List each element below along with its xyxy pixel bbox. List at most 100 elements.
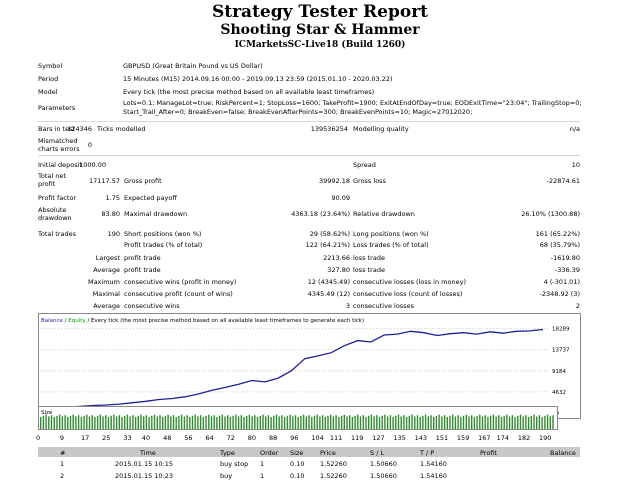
absdd-label-2: drawdown <box>38 214 72 222</box>
x-tick-label: 135 <box>393 434 406 442</box>
size-bar <box>346 416 348 429</box>
size-bar <box>503 415 505 429</box>
size-bar <box>419 417 421 429</box>
size-bar <box>67 417 69 429</box>
size-bars <box>40 414 554 429</box>
size-panel: Size <box>38 406 558 430</box>
size-bar <box>237 416 240 429</box>
mismatch-label-2: charts errors <box>38 145 80 153</box>
size-bar <box>194 414 196 429</box>
size-bar <box>221 414 223 429</box>
size-bar <box>210 416 213 429</box>
legend-sep: / <box>63 318 68 324</box>
balance-chart: 18289137379184463279 Balance / Equity / … <box>38 313 581 419</box>
long-value: 161 (65.22%) <box>535 230 580 238</box>
size-bar <box>170 416 172 429</box>
size-bar <box>481 416 484 429</box>
size-bar <box>300 415 302 429</box>
size-bar <box>292 416 294 429</box>
x-tick-label: 72 <box>226 434 235 442</box>
size-bar <box>218 415 221 429</box>
size-bar <box>224 416 226 429</box>
strategy-name: Shooting Star & Hammer <box>220 22 420 38</box>
size-bar <box>536 416 538 429</box>
size-bar <box>183 416 186 429</box>
report-title: Strategy Tester Report <box>211 2 429 22</box>
lpt-value: 2213.66 <box>323 254 350 262</box>
table-header-cell: Time <box>140 449 156 457</box>
size-bar <box>297 417 299 429</box>
table-cell: 1.50660 <box>370 460 397 468</box>
size-bar <box>460 417 462 429</box>
parameters-line-2: Start_Trail_After=0; BreakEven=false; Br… <box>123 108 473 116</box>
size-bar <box>392 417 394 429</box>
size-bar <box>384 414 386 429</box>
size-bar <box>227 415 229 429</box>
size-bar <box>205 415 207 429</box>
symbol-label: Symbol <box>38 62 63 70</box>
size-bar <box>340 415 343 429</box>
table-header-cell: S / L <box>370 449 385 457</box>
mismatch-label-1: Mismatched <box>38 137 78 145</box>
size-bar <box>395 415 397 429</box>
x-tick-label: 190 <box>539 434 552 442</box>
size-bar <box>99 414 101 429</box>
separator <box>38 155 580 156</box>
size-bar <box>126 414 129 429</box>
table-header-cell: Price <box>320 449 336 457</box>
chart-frame <box>38 313 581 419</box>
size-bar <box>83 415 85 429</box>
acw-label: consecutive wins <box>124 302 180 310</box>
size-bar <box>324 417 326 429</box>
size-bar <box>468 416 470 429</box>
size-bar <box>530 415 532 429</box>
x-tick-label: 167 <box>478 434 491 442</box>
pf-value: 1.75 <box>105 194 120 202</box>
size-bar <box>338 417 340 429</box>
size-bar <box>441 416 443 429</box>
size-bar <box>452 414 454 429</box>
grossprofit-value: 39992.18 <box>318 177 350 185</box>
mcll-label: consecutive loss (count of losses) <box>353 290 463 298</box>
size-bar <box>208 414 210 429</box>
model-label: Model <box>38 88 58 96</box>
size-bar <box>389 415 392 429</box>
size-bar <box>94 417 96 429</box>
size-bar <box>107 417 110 429</box>
x-tick-label: 111 <box>329 434 343 442</box>
x-tick-label: 127 <box>372 434 385 442</box>
size-bar <box>546 414 549 429</box>
size-bar <box>229 417 232 429</box>
size-bar <box>259 415 261 429</box>
short-label: Short positions (won %) <box>124 230 202 238</box>
size-bar <box>484 415 486 429</box>
table-cell: 2 <box>60 472 65 480</box>
llt-value: -1619.80 <box>550 254 580 262</box>
size-bar <box>40 417 42 429</box>
average-label: Average <box>93 266 120 274</box>
size-bar <box>433 417 435 429</box>
size-bar <box>403 415 405 429</box>
parameters-label: Parameters <box>38 104 76 112</box>
maxdd-label: Maximal drawdown <box>124 210 188 218</box>
size-bar <box>308 415 310 429</box>
legend-balance: Balance <box>41 318 64 324</box>
size-bar <box>267 415 270 429</box>
table-cell: 0.10 <box>290 472 305 480</box>
mcw-label: consecutive wins (profit in money) <box>124 278 237 286</box>
size-bar <box>471 415 473 429</box>
short-value: 29 (58.62%) <box>309 230 350 238</box>
x-tick-label: 88 <box>268 434 278 442</box>
size-bar <box>202 417 204 429</box>
size-bar <box>397 414 400 429</box>
size-bar <box>110 415 112 429</box>
size-bar <box>178 415 180 429</box>
table-header-cell: Profit <box>480 449 497 457</box>
size-bar <box>327 415 329 429</box>
alt-label: loss trade <box>353 266 385 274</box>
size-bar <box>246 415 248 429</box>
x-tick-label: 48 <box>163 434 172 442</box>
y-tick-label: 18289 <box>552 327 570 333</box>
mcp-label: consecutive profit (count of wins) <box>124 290 233 298</box>
size-bar <box>294 415 297 429</box>
